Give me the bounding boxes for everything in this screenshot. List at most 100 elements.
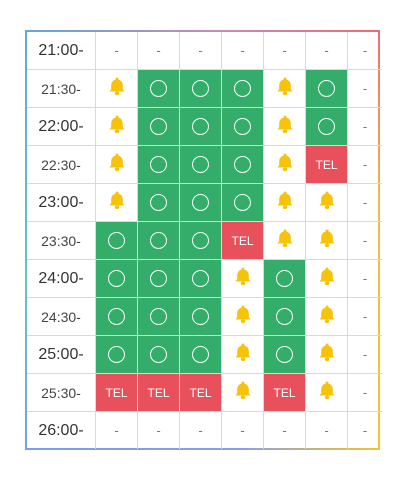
slot-available[interactable]	[263, 297, 306, 336]
slot-available[interactable]	[179, 297, 222, 336]
dash-label: -	[198, 423, 203, 438]
circle-icon	[234, 117, 251, 135]
slot-available[interactable]	[95, 221, 138, 260]
slot-few-left[interactable]	[263, 69, 306, 108]
slot-available[interactable]	[179, 259, 222, 298]
slot-available[interactable]	[179, 107, 222, 146]
slot-available[interactable]	[221, 69, 264, 108]
time-slot-row: 25:30- TEL TEL TEL TEL -	[27, 373, 382, 412]
slot-available[interactable]	[179, 69, 222, 108]
slot-few-left[interactable]	[305, 183, 348, 222]
slot-few-left[interactable]	[305, 373, 348, 412]
slot-few-left[interactable]	[305, 297, 348, 336]
bell-icon	[276, 114, 294, 139]
slot-unavailable: -	[179, 411, 222, 449]
bell-icon	[234, 342, 252, 367]
time-label: 22:30-	[27, 145, 96, 184]
slot-available[interactable]	[137, 259, 180, 298]
slot-tel[interactable]: TEL	[137, 373, 180, 412]
slot-few-left[interactable]	[95, 107, 138, 146]
slot-available[interactable]	[221, 107, 264, 146]
time-label: 25:00-	[27, 335, 96, 374]
slot-few-left[interactable]	[263, 183, 306, 222]
dash-label: -	[362, 271, 368, 286]
time-label: 24:30-	[27, 297, 96, 336]
slot-few-left[interactable]	[263, 145, 306, 184]
slot-unavailable: -	[221, 411, 264, 449]
time-label: 26:00-	[27, 411, 96, 449]
slot-few-left[interactable]	[221, 297, 264, 336]
slot-unavailable: -	[263, 32, 306, 70]
slot-available[interactable]	[137, 145, 180, 184]
tel-label: TEL	[147, 385, 170, 400]
tel-label: TEL	[105, 385, 128, 400]
bell-icon	[318, 380, 336, 405]
slot-few-left[interactable]	[221, 259, 264, 298]
slot-few-left[interactable]	[305, 259, 348, 298]
slot-available[interactable]	[221, 145, 264, 184]
slot-unavailable: -	[347, 259, 382, 298]
slot-unavailable: -	[347, 183, 382, 222]
slot-available[interactable]	[305, 69, 348, 108]
bell-icon	[276, 228, 294, 253]
slot-available[interactable]	[137, 107, 180, 146]
circle-icon	[276, 307, 293, 325]
dash-label: -	[324, 43, 329, 58]
slot-tel[interactable]: TEL	[179, 373, 222, 412]
dash-label: -	[362, 309, 368, 324]
slot-available[interactable]	[137, 221, 180, 260]
slot-available[interactable]	[179, 221, 222, 260]
slot-available[interactable]	[137, 335, 180, 374]
slot-few-left[interactable]	[95, 183, 138, 222]
slot-tel[interactable]: TEL	[263, 373, 306, 412]
slot-available[interactable]	[179, 145, 222, 184]
slot-tel[interactable]: TEL	[95, 373, 138, 412]
time-slot-row: 23:30- TEL -	[27, 221, 382, 260]
slot-available[interactable]	[179, 183, 222, 222]
slot-available[interactable]	[221, 183, 264, 222]
dash-label: -	[114, 43, 119, 58]
slot-available[interactable]	[137, 69, 180, 108]
circle-icon	[150, 193, 167, 211]
slot-few-left[interactable]	[263, 107, 306, 146]
circle-icon	[150, 307, 167, 325]
slot-unavailable: -	[347, 107, 382, 146]
slot-available[interactable]	[95, 259, 138, 298]
slot-few-left[interactable]	[263, 221, 306, 260]
slot-available[interactable]	[263, 259, 306, 298]
time-slot-row: 24:30- -	[27, 297, 382, 336]
time-label: 23:30-	[27, 221, 96, 260]
circle-icon	[150, 231, 167, 249]
dash-label: -	[240, 423, 245, 438]
slot-few-left[interactable]	[305, 221, 348, 260]
slot-available[interactable]	[179, 335, 222, 374]
slot-available[interactable]	[137, 297, 180, 336]
slot-unavailable: -	[347, 297, 382, 336]
slot-few-left[interactable]	[95, 69, 138, 108]
bell-icon	[318, 304, 336, 329]
slot-available[interactable]	[137, 183, 180, 222]
tel-label: TEL	[189, 385, 212, 400]
circle-icon	[150, 269, 167, 287]
dash-label: -	[282, 43, 287, 58]
slot-few-left[interactable]	[221, 373, 264, 412]
circle-icon	[192, 307, 209, 325]
slot-tel[interactable]: TEL	[221, 221, 264, 260]
circle-icon	[318, 79, 335, 97]
slot-tel[interactable]: TEL	[305, 145, 348, 184]
circle-icon	[108, 345, 125, 363]
circle-icon	[150, 79, 167, 97]
bell-icon	[318, 190, 336, 215]
slot-unavailable: -	[347, 335, 382, 374]
dash-label: -	[362, 81, 368, 96]
slot-available[interactable]	[95, 297, 138, 336]
slot-available[interactable]	[305, 107, 348, 146]
tel-label: TEL	[315, 157, 338, 172]
dash-label: -	[362, 347, 368, 362]
slot-available[interactable]	[263, 335, 306, 374]
slot-few-left[interactable]	[221, 335, 264, 374]
circle-icon	[318, 117, 335, 135]
slot-few-left[interactable]	[305, 335, 348, 374]
slot-available[interactable]	[95, 335, 138, 374]
slot-few-left[interactable]	[95, 145, 138, 184]
